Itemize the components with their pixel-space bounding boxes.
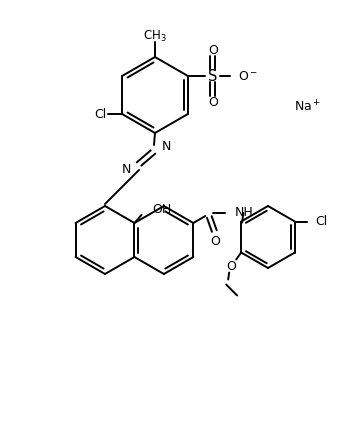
Text: O$^-$: O$^-$ [238,70,258,82]
Text: NH: NH [234,206,253,218]
Text: Na$^+$: Na$^+$ [294,99,321,115]
Text: Cl: Cl [94,108,106,121]
Text: O: O [208,96,218,108]
Text: O: O [226,260,236,273]
Text: N: N [122,162,131,176]
Text: S: S [208,68,217,83]
Text: O: O [210,235,220,247]
Text: OH: OH [152,202,172,215]
Text: O: O [208,43,218,57]
Text: Cl: Cl [315,215,327,228]
Text: CH$_3$: CH$_3$ [143,28,167,43]
Text: N: N [162,139,171,153]
